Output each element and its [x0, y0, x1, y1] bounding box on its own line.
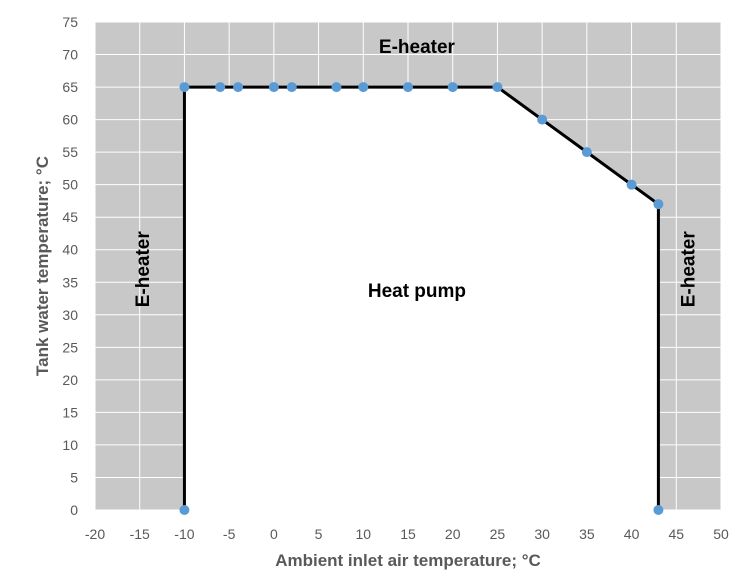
data-point — [331, 82, 342, 93]
x-tick-label: -10 — [174, 526, 194, 542]
y-tick-label: 40 — [62, 242, 78, 258]
x-tick-label: 50 — [713, 526, 729, 542]
y-tick-label: 35 — [62, 274, 78, 290]
y-axis-title: Tank water temperature; °C — [33, 156, 52, 376]
data-point — [653, 505, 664, 515]
data-point — [179, 82, 190, 93]
y-tick-label: 75 — [62, 14, 78, 30]
y-tick-label: 5 — [70, 469, 78, 485]
y-tick-label: 25 — [62, 339, 78, 355]
x-tick-label: -20 — [85, 526, 105, 542]
data-point — [626, 179, 637, 190]
y-tick-label: 10 — [62, 437, 78, 453]
x-tick-label: 5 — [315, 526, 323, 542]
x-tick-label: 30 — [534, 526, 550, 542]
y-tick-label: 30 — [62, 307, 78, 323]
x-axis-title: Ambient inlet air temperature; °C — [275, 551, 541, 570]
x-tick-label: -15 — [130, 526, 150, 542]
y-tick-label: 60 — [62, 112, 78, 128]
data-point — [537, 114, 548, 125]
y-tick-label: 55 — [62, 144, 78, 160]
data-point — [653, 199, 664, 210]
region-label: E-heater — [679, 231, 700, 308]
x-tick-label: 15 — [400, 526, 416, 542]
data-point — [215, 82, 226, 93]
data-point — [403, 82, 413, 93]
x-tick-label: 0 — [270, 526, 278, 542]
x-tick-label: 10 — [355, 526, 371, 542]
y-tick-label: 20 — [62, 372, 78, 388]
x-tick-label: 25 — [490, 526, 506, 542]
data-point — [233, 82, 244, 93]
series-line — [182, 85, 660, 510]
region-label: Heat pump — [368, 281, 466, 302]
data-point — [581, 147, 592, 158]
y-tick-label: 45 — [62, 209, 78, 225]
annotations: E-heater E-heater E-heater Heat pump — [133, 37, 700, 307]
data-point — [447, 82, 458, 93]
y-tick-label: 70 — [62, 47, 78, 63]
y-tick-label: 15 — [62, 404, 78, 420]
data-point — [358, 82, 369, 93]
region-label: E-heater — [133, 231, 154, 308]
y-tick-label: 50 — [62, 177, 78, 193]
x-tick-label: 45 — [668, 526, 684, 542]
y-tick-label: 0 — [70, 502, 78, 518]
x-tick-label: 20 — [445, 526, 461, 542]
data-point — [286, 82, 297, 93]
y-tick-label: 65 — [62, 79, 78, 95]
plot-area — [94, 21, 722, 515]
data-point — [179, 505, 190, 515]
heat-pump-region — [184, 87, 659, 510]
x-tick-label: 40 — [624, 526, 640, 542]
region-label: E-heater — [379, 37, 456, 58]
tick-labels: -20 -15 -10 -5 0 5 10 15 20 25 30 35 40 45 50 0 5 10 15 20 2… — [62, 14, 729, 542]
x-tick-label: 35 — [579, 526, 595, 542]
data-point — [268, 82, 279, 93]
x-tick-label: -5 — [223, 526, 236, 542]
data-point — [492, 82, 503, 93]
